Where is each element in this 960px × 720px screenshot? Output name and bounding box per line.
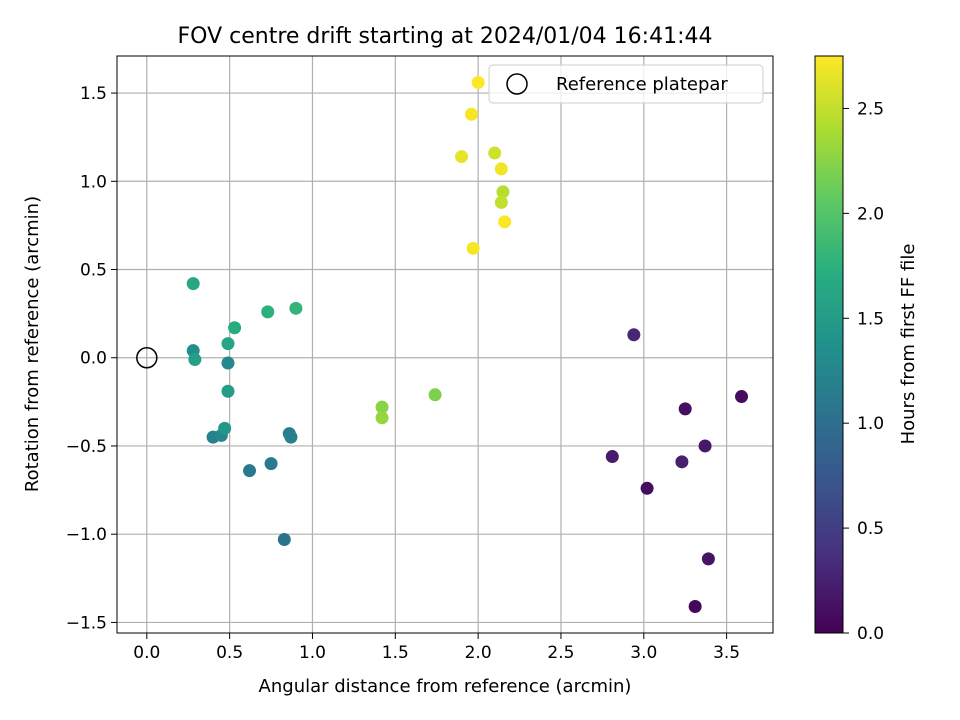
x-axis: 0.0 0.5 1.0 1.5 2.0 2.5 3.0 3.5 xyxy=(133,633,740,663)
y-tick-label: 1.5 xyxy=(80,84,107,104)
plot-frame xyxy=(116,55,774,634)
data-point xyxy=(261,305,275,319)
x-tick-label: 0.5 xyxy=(216,643,243,663)
data-point xyxy=(627,328,641,342)
colorbar-label: Hours from first FF file xyxy=(898,244,919,445)
reference-marker xyxy=(136,346,158,369)
data-point xyxy=(735,390,749,404)
legend-label-reference: Reference platepar xyxy=(556,74,728,95)
y-tick-label: 0.5 xyxy=(80,261,107,281)
data-point xyxy=(605,450,619,464)
x-tick-label: 1.5 xyxy=(382,643,409,663)
data-point xyxy=(428,388,442,402)
data-point xyxy=(218,421,232,435)
colorbar-tick-label: 1.0 xyxy=(857,414,884,434)
data-point xyxy=(186,277,200,291)
data-point xyxy=(688,600,702,614)
colorbar: 0.0 0.5 1.0 1.5 2.0 2.5 Hours from first FF f… xyxy=(814,55,919,644)
x-tick-label: 2.5 xyxy=(547,643,574,663)
data-point xyxy=(221,337,235,351)
data-point xyxy=(675,455,689,469)
reference-point xyxy=(136,346,158,369)
x-axis-label: Angular distance from reference (arcmin) xyxy=(259,676,632,697)
data-point xyxy=(494,162,508,176)
data-point xyxy=(640,481,654,495)
colorbar-tick-label: 0.5 xyxy=(857,519,884,539)
data-point xyxy=(471,75,485,89)
data-point xyxy=(375,400,389,414)
data-point xyxy=(455,150,469,164)
data-point xyxy=(284,430,298,444)
colorbar-ticks: 0.0 0.5 1.0 1.5 2.0 2.5 xyxy=(843,99,884,644)
data-point xyxy=(465,107,479,121)
y-axis-label: Rotation from reference (arcmin) xyxy=(22,196,43,492)
x-tick-label: 3.5 xyxy=(713,643,740,663)
data-point xyxy=(466,241,480,255)
x-tick-label: 1.0 xyxy=(299,643,326,663)
legend-box xyxy=(488,64,764,104)
data-points xyxy=(186,75,749,614)
data-point xyxy=(289,301,303,315)
data-point xyxy=(494,195,508,209)
y-tick-label: −1.0 xyxy=(66,525,107,545)
colorbar-tick-label: 2.0 xyxy=(857,204,884,224)
x-tick-label: 0.0 xyxy=(133,643,160,663)
y-axis: −1.5 −1.0 −0.5 0.0 0.5 1.0 1.5 xyxy=(66,84,117,633)
data-point xyxy=(221,384,235,398)
y-tick-label: 1.0 xyxy=(80,172,107,192)
data-point xyxy=(188,352,202,366)
x-tick-label: 3.0 xyxy=(630,643,657,663)
data-point xyxy=(228,321,242,335)
data-point xyxy=(375,411,389,425)
y-tick-label: −1.5 xyxy=(66,613,107,633)
data-point xyxy=(678,402,692,416)
data-point xyxy=(498,215,512,229)
y-tick-label: 0.0 xyxy=(80,349,107,369)
colorbar-tick-label: 2.5 xyxy=(857,99,884,119)
data-point xyxy=(264,457,278,471)
data-point xyxy=(221,356,235,370)
chart-title: FOV centre drift starting at 2024/01/04 … xyxy=(178,24,713,49)
colorbar-gradient xyxy=(814,55,844,634)
data-point xyxy=(488,146,502,160)
data-point xyxy=(243,464,257,478)
colorbar-tick-label: 0.0 xyxy=(857,624,884,644)
grid xyxy=(117,56,773,633)
data-point xyxy=(496,185,510,199)
y-tick-label: −0.5 xyxy=(66,437,107,457)
legend-marker-open-circle xyxy=(506,73,528,95)
data-point xyxy=(277,532,291,546)
data-point xyxy=(698,439,712,453)
data-point xyxy=(701,552,715,566)
x-tick-label: 2.0 xyxy=(465,643,492,663)
legend: Reference platepar xyxy=(488,64,764,104)
colorbar-tick-label: 1.5 xyxy=(857,309,884,329)
